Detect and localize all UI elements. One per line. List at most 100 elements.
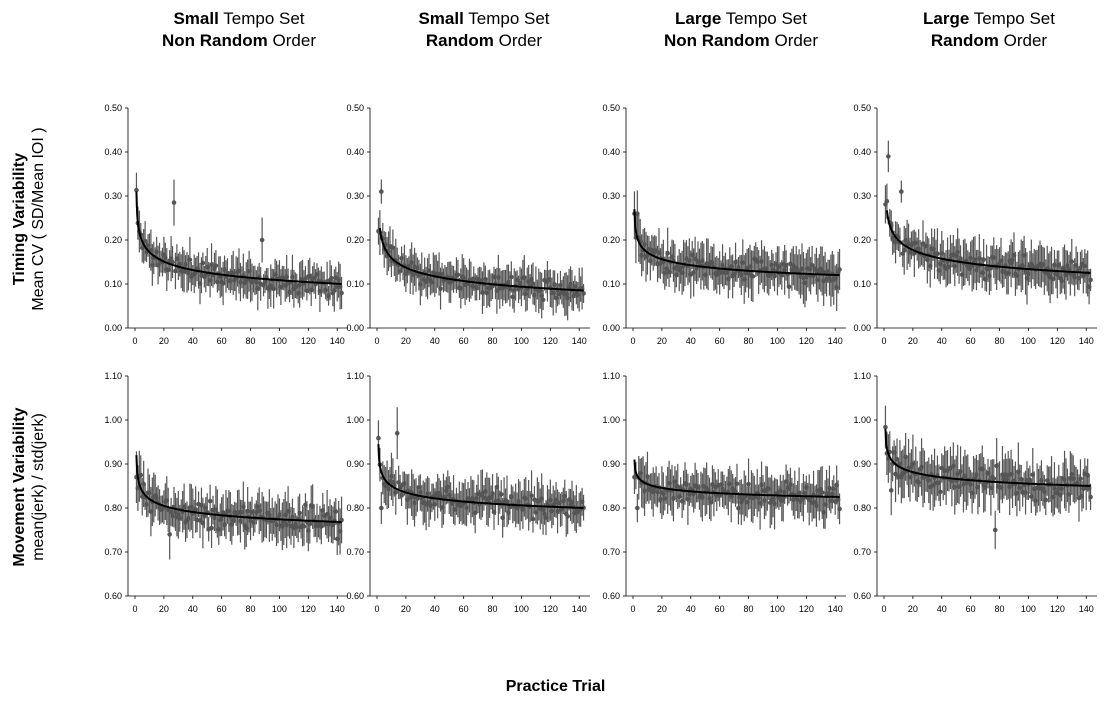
column-title-2: Small Tempo Set Random Order (418, 9, 550, 50)
panel-8-ytick-label: 1.10 (853, 371, 871, 381)
panel-6-data-point (393, 490, 399, 495)
panel-4-xtick-label: 60 (966, 336, 976, 346)
panel-8-ytick-label: 1.00 (853, 415, 871, 425)
panel-6-data-point (394, 430, 400, 436)
panel-5-fit-curve (135, 455, 342, 523)
panel-3-xtick-label: 100 (770, 336, 785, 346)
panel-2-xtick-label: 100 (514, 336, 529, 346)
panel-8-xtick-label: 0 (881, 604, 886, 614)
panel-2-xtick-label: 60 (459, 336, 469, 346)
panel-6-xtick-label: 140 (572, 604, 587, 614)
panel-7-xtick-label: 100 (770, 604, 785, 614)
panel-2-ytick-label: 0.30 (346, 191, 364, 201)
panel-7-data-point (746, 481, 751, 487)
panel-4-data-point (884, 198, 890, 204)
panel-1-xtick-label: 120 (301, 336, 316, 346)
panel-7-xtick-label: 0 (630, 604, 635, 614)
panel-1-data-point (332, 288, 337, 293)
panel-4-ytick-label: 0.30 (853, 191, 871, 201)
panel-2-ytick-label: 0.50 (346, 103, 364, 113)
panel-6-xtick-label: 20 (401, 604, 411, 614)
panel-1-xtick-label: 100 (272, 336, 287, 346)
panel-6-ytick-label: 0.70 (346, 547, 364, 557)
panel-2-fit-curve (378, 227, 584, 292)
panel-7-xtick-label: 20 (657, 604, 667, 614)
panel-2-data-point (530, 281, 536, 286)
panel-4-xtick-label: 0 (881, 336, 886, 346)
panel-4-data-point (981, 257, 986, 262)
panel-3-xtick-label: 0 (630, 336, 635, 346)
panel-4-data-point (935, 251, 940, 256)
panel-8-xtick-label: 60 (966, 604, 976, 614)
panel-2-ytick-label: 0.20 (346, 235, 364, 245)
panel-1-data-point (134, 187, 139, 193)
panel-4-xtick-label: 100 (1021, 336, 1036, 346)
panel-4-data-point (1069, 259, 1075, 264)
panel-5-data-point (207, 498, 213, 504)
panel-3-ytick-label: 0.10 (602, 279, 620, 289)
panel-5-xtick-label: 20 (159, 604, 169, 614)
panel-5-xtick-label: 120 (301, 604, 316, 614)
panel-6-ytick-label: 0.60 (346, 591, 364, 601)
panel-6-fit-curve (377, 444, 584, 509)
panel-2-xtick-label: 40 (430, 336, 440, 346)
panel-8-xtick-label: 80 (995, 604, 1005, 614)
panel-1-data-point (259, 237, 265, 243)
panel-1-xtick-label: 60 (217, 336, 227, 346)
x-axis-label: Practice Trial (505, 678, 606, 695)
panel-5-data-point (301, 524, 307, 529)
panel-1-data-point (170, 259, 175, 265)
panel-3-xtick-label: 60 (715, 336, 725, 346)
panel-3-ytick-label: 0.50 (602, 103, 620, 113)
panel-7-data-point (819, 490, 825, 495)
panel-5-xtick-label: 80 (246, 604, 256, 614)
panel-4-data-point (886, 154, 891, 159)
panel-4-xtick-label: 80 (995, 336, 1005, 346)
panel-3-ytick-label: 0.40 (602, 147, 620, 157)
panel-6-xtick-label: 120 (543, 604, 558, 614)
panel-6-data-point (379, 505, 384, 511)
panel-8-data-point (1078, 476, 1083, 482)
panel-7-ytick-label: 1.10 (602, 371, 620, 381)
panel-7-data-point (837, 506, 842, 512)
panel-2-xtick-label: 0 (374, 336, 379, 346)
panel-8-xtick-label: 120 (1050, 604, 1065, 614)
panel-7-ytick-label: 0.80 (602, 503, 620, 513)
panel-7-xtick-label: 120 (799, 604, 814, 614)
panel-8-data-point (938, 489, 943, 495)
panel-3-xtick-label: 140 (828, 336, 843, 346)
panel-1-ytick-label: 0.10 (104, 279, 122, 289)
panel-3-data-point (750, 274, 756, 279)
panel-3-xtick-label: 80 (744, 336, 754, 346)
panel-5-ytick-label: 0.80 (104, 503, 122, 513)
panel-4-ytick-label: 0.10 (853, 279, 871, 289)
panel-5-ytick-label: 0.60 (104, 591, 122, 601)
panel-5-ytick-label: 1.00 (104, 415, 122, 425)
panel-1-data-point (187, 257, 193, 263)
panel-4-ytick-label: 0.20 (853, 235, 871, 245)
panel-2-xtick-label: 140 (572, 336, 587, 346)
panel-4-xtick-label: 20 (908, 336, 918, 346)
panel-6-data-point (530, 516, 536, 522)
column-title-4: Large Tempo Set Random Order (923, 9, 1055, 50)
panel-6-xtick-label: 0 (374, 604, 379, 614)
panel-1-data-point (213, 263, 219, 269)
panel-2-xtick-label: 20 (401, 336, 411, 346)
panel-2-xtick-label: 120 (543, 336, 558, 346)
panel-8-data-point (883, 424, 888, 430)
panel-6-ytick-label: 1.00 (346, 415, 364, 425)
panel-2-data-point (438, 286, 443, 291)
panel-1-data-point (200, 260, 206, 266)
panel-3-data-point (837, 267, 842, 272)
panel-2-ytick-label: 0.40 (346, 147, 364, 157)
panel-4-data-point (899, 189, 904, 194)
panel-5-xtick-label: 40 (188, 604, 198, 614)
panel-1-ytick-label: 0.30 (104, 191, 122, 201)
panel-1-xtick-label: 40 (188, 336, 198, 346)
column-title-3: Large Tempo Set Non Random Order (664, 9, 818, 50)
panel-3-ytick-label: 0.30 (602, 191, 620, 201)
panel-5-xtick-label: 0 (132, 604, 137, 614)
panel-6-xtick-label: 60 (459, 604, 469, 614)
panel-2-ytick-label: 0.10 (346, 279, 364, 289)
